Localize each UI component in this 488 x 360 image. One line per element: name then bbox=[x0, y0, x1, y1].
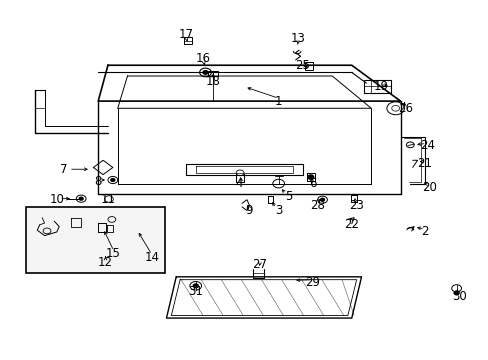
Text: 26: 26 bbox=[397, 102, 412, 115]
Text: 9: 9 bbox=[245, 204, 253, 217]
Text: 15: 15 bbox=[105, 247, 120, 260]
Text: 7: 7 bbox=[60, 163, 68, 176]
Text: 22: 22 bbox=[344, 218, 359, 231]
Text: 18: 18 bbox=[205, 75, 220, 88]
Text: 17: 17 bbox=[178, 28, 193, 41]
Text: 16: 16 bbox=[195, 51, 210, 64]
Text: 21: 21 bbox=[417, 157, 431, 170]
Text: 1: 1 bbox=[274, 95, 282, 108]
Circle shape bbox=[453, 291, 458, 295]
Text: 31: 31 bbox=[188, 285, 203, 298]
Text: 11: 11 bbox=[100, 193, 115, 206]
Text: 10: 10 bbox=[49, 193, 64, 206]
Circle shape bbox=[79, 197, 83, 200]
Text: 3: 3 bbox=[274, 204, 282, 217]
Text: 23: 23 bbox=[348, 199, 364, 212]
Text: 28: 28 bbox=[309, 199, 325, 212]
Text: 25: 25 bbox=[295, 59, 310, 72]
Bar bbox=[183, 37, 192, 44]
Circle shape bbox=[307, 175, 313, 179]
Bar bbox=[26, 207, 164, 273]
Circle shape bbox=[111, 179, 115, 181]
Text: 24: 24 bbox=[419, 139, 434, 152]
Text: 5: 5 bbox=[284, 190, 291, 203]
Text: 14: 14 bbox=[144, 251, 159, 264]
Text: 27: 27 bbox=[251, 258, 266, 271]
Text: 12: 12 bbox=[98, 256, 113, 269]
Text: 29: 29 bbox=[305, 276, 320, 289]
Bar bbox=[207, 71, 217, 76]
Circle shape bbox=[203, 71, 207, 74]
Bar bbox=[363, 80, 390, 93]
Text: 2: 2 bbox=[420, 225, 428, 238]
Text: 13: 13 bbox=[290, 32, 305, 45]
Bar bbox=[305, 62, 312, 69]
Circle shape bbox=[193, 284, 198, 288]
Text: 4: 4 bbox=[235, 177, 243, 190]
Text: 8: 8 bbox=[94, 175, 102, 188]
Text: 30: 30 bbox=[451, 290, 466, 303]
Text: 6: 6 bbox=[308, 177, 316, 190]
Text: 19: 19 bbox=[373, 80, 388, 93]
Circle shape bbox=[320, 198, 324, 201]
Text: 20: 20 bbox=[422, 181, 436, 194]
